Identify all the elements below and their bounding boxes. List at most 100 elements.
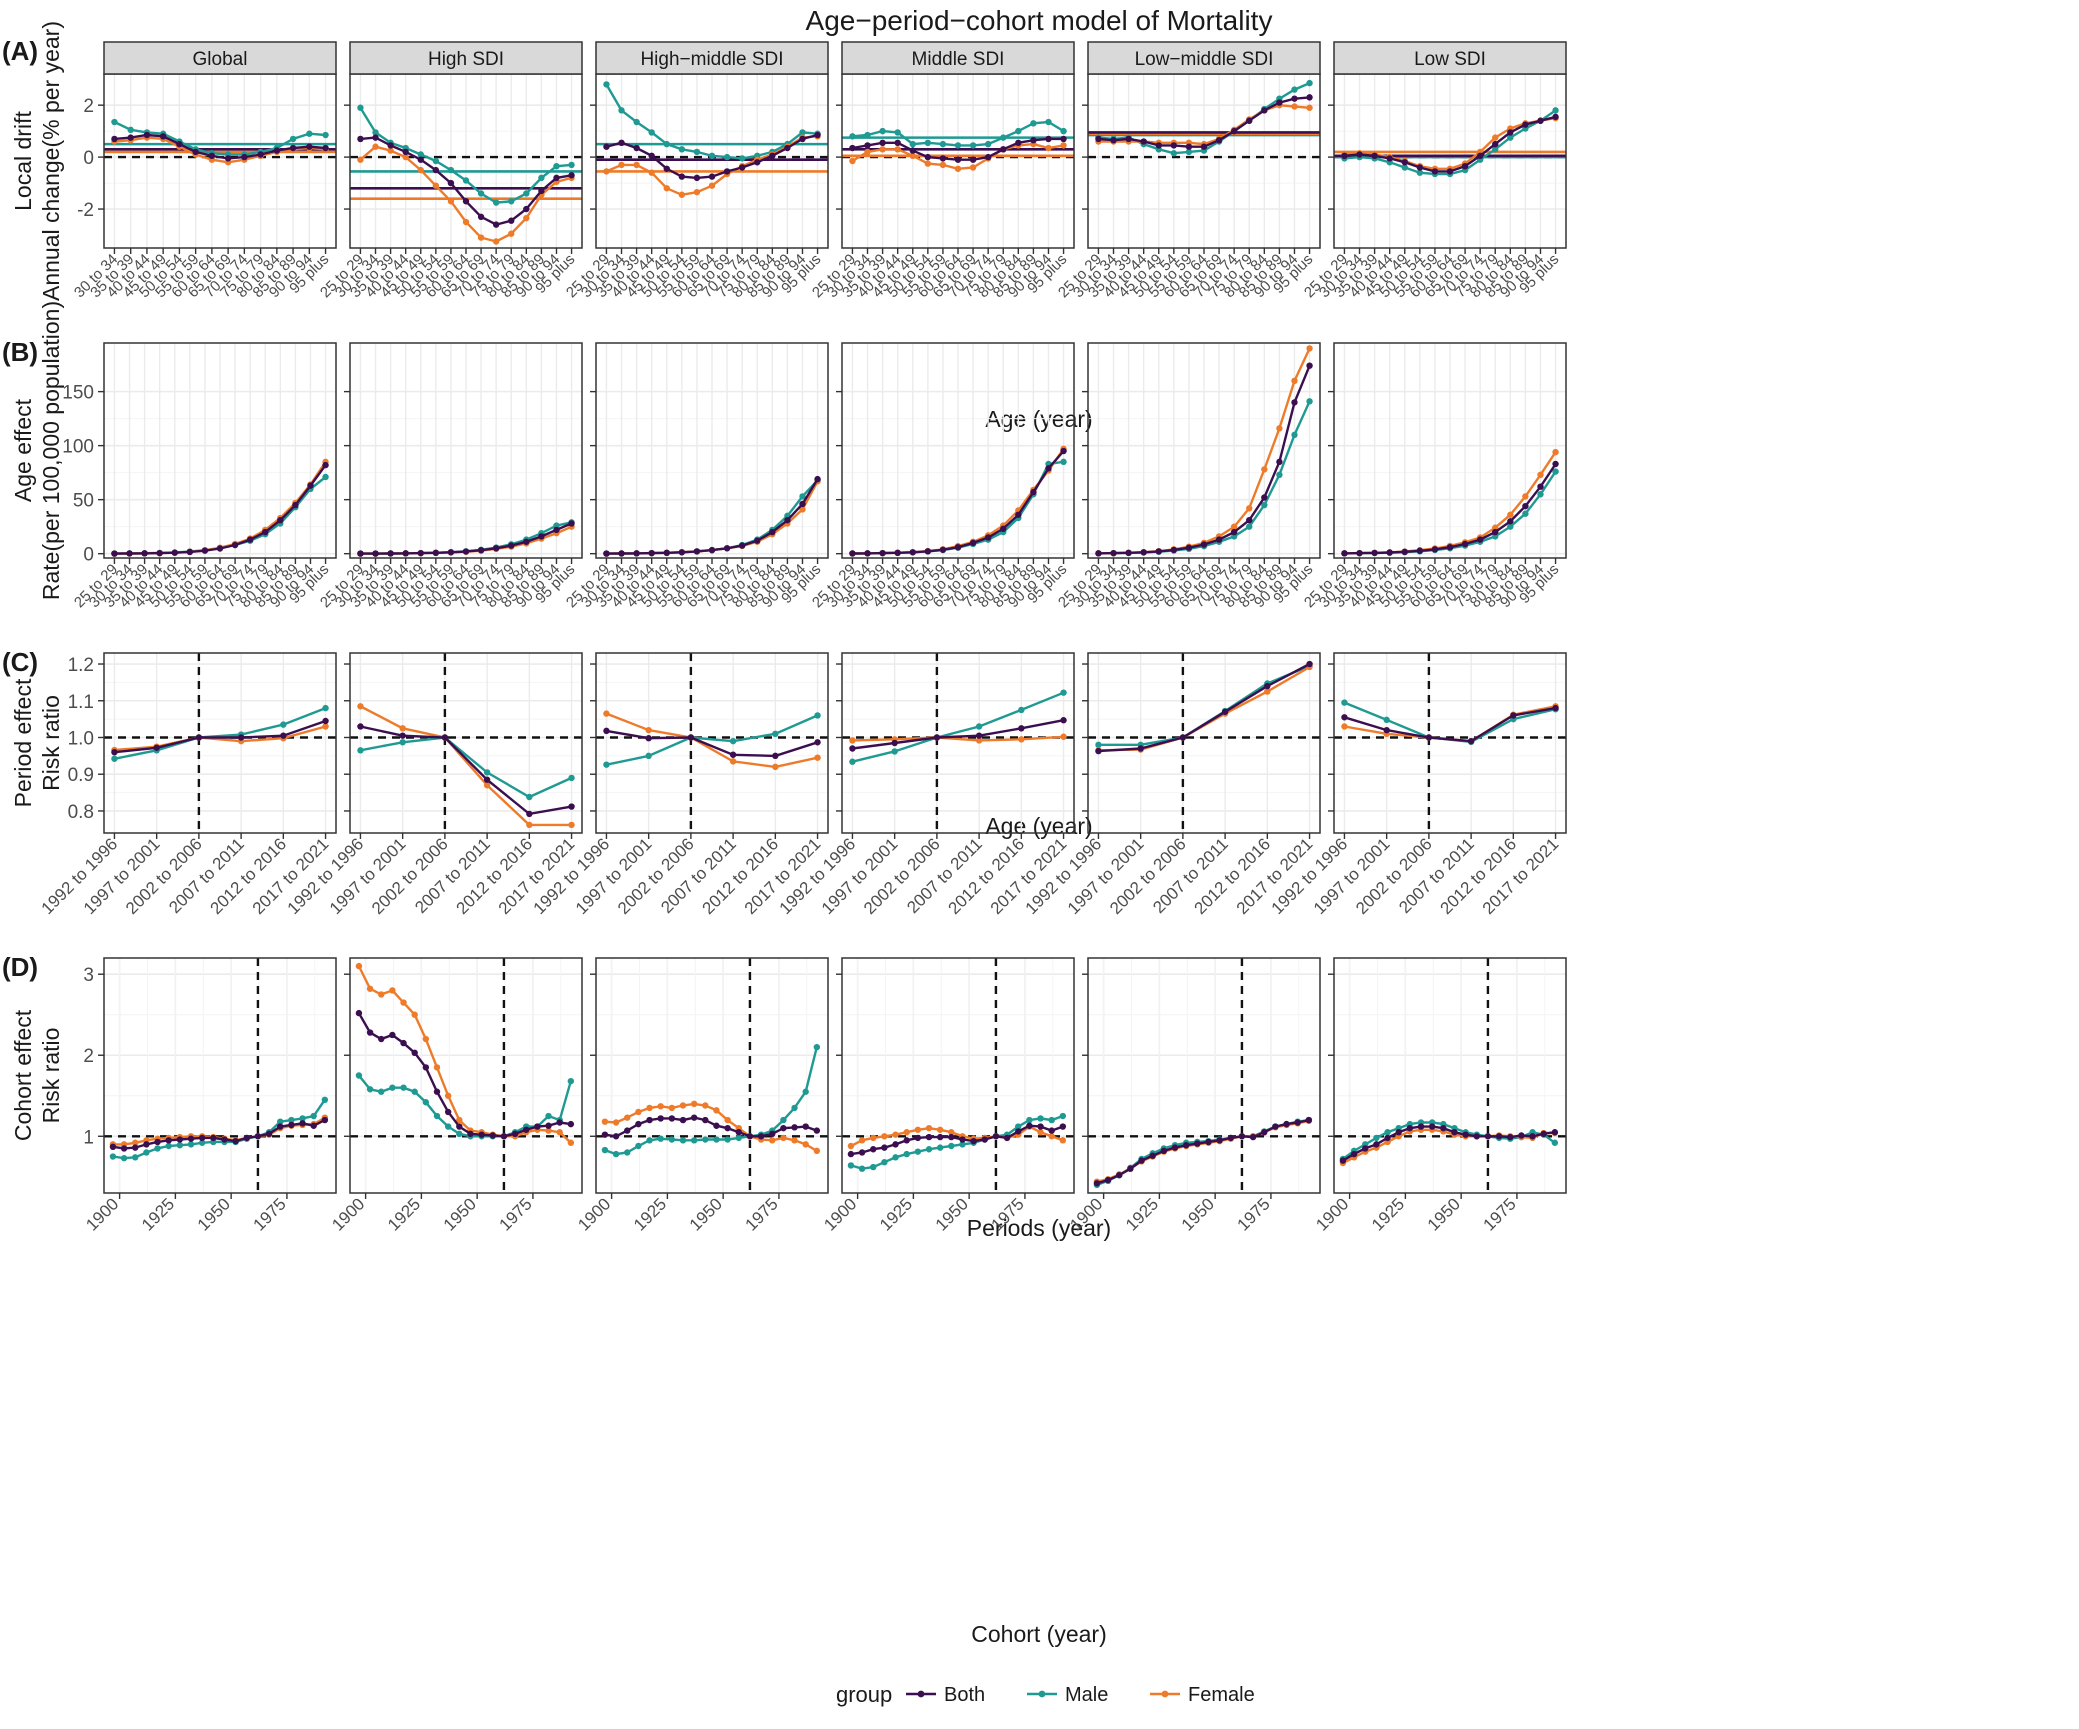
data-point-both — [1341, 714, 1348, 721]
data-point-both — [1417, 1123, 1425, 1130]
y-axis-label-line2: Risk ratio — [38, 695, 64, 791]
data-point-both — [321, 1116, 329, 1124]
data-point-male — [357, 747, 364, 754]
data-point-male — [111, 755, 118, 762]
panel-high-middle-sdi-row-3: 1900 1925 1950 1975 — [574, 957, 829, 1235]
data-point-both — [746, 1133, 754, 1140]
data-point-both — [603, 143, 610, 150]
data-point-both — [433, 1088, 441, 1095]
data-point-male — [288, 1116, 295, 1124]
data-point-female — [693, 188, 701, 196]
panel-frame — [349, 957, 583, 1194]
data-point-male — [508, 198, 515, 205]
data-point-both — [1476, 536, 1484, 543]
data-point-both — [568, 520, 575, 527]
data-point-both — [769, 152, 776, 160]
data-point-both — [111, 748, 118, 756]
data-point-male — [187, 1141, 195, 1148]
data-point-male — [618, 107, 625, 114]
data-point-male — [1261, 501, 1268, 509]
data-point-both — [1238, 1133, 1246, 1140]
data-point-both — [1356, 549, 1363, 557]
y-tick-label: 50 — [73, 491, 94, 512]
data-point-both — [127, 134, 134, 141]
data-point-both — [299, 1120, 306, 1127]
data-point-female — [1522, 493, 1529, 500]
data-point-female — [948, 1129, 955, 1136]
data-point-male — [723, 153, 731, 161]
data-point-female — [1261, 466, 1268, 473]
data-point-both — [355, 1009, 363, 1017]
data-point-both — [1495, 1133, 1503, 1140]
data-point-male — [280, 721, 287, 728]
data-point-male — [1383, 716, 1390, 724]
data-point-both — [456, 1123, 463, 1130]
data-point-male — [633, 118, 640, 126]
data-point-male — [735, 1134, 742, 1142]
data-point-male — [127, 126, 134, 134]
data-point-female — [422, 1035, 430, 1043]
data-point-male — [399, 739, 406, 746]
data-point-female — [646, 1104, 653, 1112]
x-tick-label: 1975 — [496, 1194, 536, 1234]
data-point-male — [713, 1136, 720, 1143]
data-point-both — [120, 1145, 128, 1152]
data-point-both — [1431, 168, 1439, 175]
y-axis-label-row-2: Period effect Risk ratio — [10, 678, 64, 807]
data-point-female — [713, 1107, 720, 1114]
data-point-both — [176, 1136, 184, 1143]
data-point-male — [1000, 134, 1007, 141]
data-point-both — [1291, 399, 1298, 406]
data-point-both — [366, 1029, 374, 1036]
data-point-male — [984, 140, 992, 148]
data-point-male — [456, 1130, 463, 1138]
data-point-both — [601, 1131, 609, 1138]
facet-strip-label: Low−middle SDI — [1135, 49, 1274, 70]
data-point-both — [648, 152, 655, 160]
data-point-both — [1341, 152, 1348, 160]
data-point-both — [545, 1122, 552, 1129]
data-point-both — [111, 550, 118, 557]
data-point-both — [198, 1134, 206, 1142]
data-point-both — [769, 1130, 776, 1138]
data-point-both — [1510, 712, 1517, 719]
data-point-male — [903, 1150, 910, 1158]
x-tick-label: 1900 — [328, 1194, 368, 1234]
data-point-male — [165, 1142, 172, 1150]
data-point-male — [729, 737, 737, 745]
data-point-male — [879, 127, 886, 135]
data-point-female — [729, 758, 737, 765]
data-point-female — [1230, 523, 1238, 530]
data-point-both — [246, 536, 254, 543]
data-point-male — [143, 1149, 150, 1156]
data-point-both — [1155, 142, 1162, 149]
data-point-both — [400, 1039, 407, 1047]
data-point-both — [153, 744, 160, 751]
data-point-both — [556, 1119, 563, 1126]
data-point-both — [1552, 113, 1559, 121]
y-axis-label-line1: Period effect — [10, 678, 36, 807]
data-point-both — [864, 142, 871, 149]
data-point-female — [462, 218, 470, 226]
data-point-male — [624, 1149, 631, 1156]
data-point-both — [894, 139, 901, 147]
data-point-both — [1395, 1129, 1402, 1136]
data-point-male — [422, 1099, 430, 1106]
data-point-both — [1416, 164, 1424, 171]
data-point-both — [1104, 1176, 1112, 1184]
data-point-both — [633, 550, 640, 557]
data-point-both — [668, 1115, 676, 1122]
data-point-male — [322, 473, 329, 481]
data-point-both — [1406, 1124, 1414, 1132]
x-tick-label: 1900 — [1312, 1194, 1352, 1234]
panel-middle-sdi-row-3: 1900 1925 1950 1975 — [820, 957, 1075, 1235]
data-point-both — [1461, 162, 1469, 170]
data-point-female — [679, 1102, 687, 1109]
y-axis-label-row-1: Age effect Rate(per 100,000 population) — [10, 301, 64, 600]
figure-title: Age−period−cohort model of Mortality — [806, 5, 1273, 36]
data-point-both — [1272, 1123, 1279, 1130]
data-point-both — [984, 153, 992, 161]
data-point-both — [417, 156, 424, 163]
data-point-both — [526, 810, 533, 818]
